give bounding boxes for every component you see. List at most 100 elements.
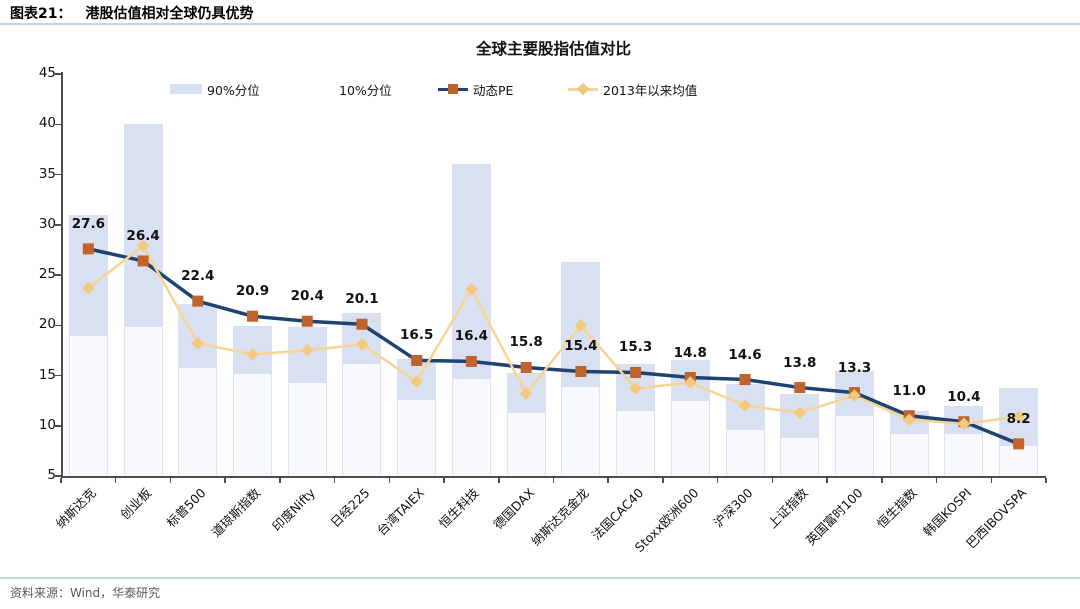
x-axis-category-label: 纳斯达克 xyxy=(53,485,100,532)
legend-item-10pct: 10%分位 xyxy=(339,80,392,98)
legend-line-mean-icon xyxy=(568,82,598,96)
chart-legend: 90%分位 10%分位 动态PE 2013年以来均值 xyxy=(0,80,1080,100)
pe-square-marker xyxy=(247,310,259,322)
pe-data-label: 26.4 xyxy=(126,227,160,244)
x-axis-line xyxy=(61,476,1046,478)
y-axis-tick-label: 15 xyxy=(38,366,56,383)
legend-swatch-90pct-icon xyxy=(170,84,202,94)
bar-90pct-range xyxy=(68,214,108,337)
source-note: 资料来源：Wind，华泰研究 xyxy=(10,586,161,600)
figure-number: 图表21： xyxy=(10,6,72,22)
y-axis-tick-label: 45 xyxy=(38,65,56,81)
y-axis-tick xyxy=(55,73,61,75)
bar-10pct-column xyxy=(68,336,108,476)
pe-data-label: 10.4 xyxy=(947,388,981,405)
y-axis-tick-label: 30 xyxy=(38,215,56,232)
bar-10pct-column xyxy=(506,412,546,476)
x-axis-tick xyxy=(388,478,391,483)
x-axis-tick xyxy=(498,478,500,483)
x-axis-category-label: 沪深300 xyxy=(710,485,756,531)
x-axis-tick xyxy=(60,478,62,483)
x-axis-tick xyxy=(169,478,172,483)
y-axis-tick-label: 40 xyxy=(38,115,56,132)
bar-10pct-column xyxy=(397,399,437,476)
bar-90pct-range xyxy=(670,360,710,401)
x-axis-tick xyxy=(771,478,774,483)
y-axis-line xyxy=(61,72,63,478)
bar-90pct-range xyxy=(233,326,273,375)
x-axis-category-label: 英国富时100 xyxy=(802,485,866,548)
pe-data-label: 16.4 xyxy=(454,328,489,345)
bar-90pct-range xyxy=(397,359,437,400)
bar-10pct-column xyxy=(616,410,656,476)
bar-90pct-range xyxy=(780,393,820,438)
bar-90pct-range xyxy=(342,313,382,365)
pe-data-label: 20.4 xyxy=(290,288,324,305)
bar-10pct-column xyxy=(834,415,874,476)
pe-data-label: 13.3 xyxy=(837,359,872,376)
x-axis-tick xyxy=(716,478,719,483)
y-axis-tick xyxy=(55,173,61,176)
y-axis-tick xyxy=(55,274,61,276)
bar-10pct-column xyxy=(561,386,601,476)
pe-data-label: 20.9 xyxy=(235,283,270,300)
pe-data-label: 22.4 xyxy=(181,268,215,285)
bar-90pct-range xyxy=(178,304,218,369)
x-axis-tick xyxy=(279,478,281,483)
bar-10pct-column xyxy=(999,445,1039,476)
legend-item-90pct: 90%分位 xyxy=(170,80,260,98)
y-axis-tick-label: 35 xyxy=(38,165,56,182)
x-axis-category-label: 恒生科技 xyxy=(436,485,483,532)
legend-label-pe: 动态PE xyxy=(473,82,514,98)
bar-10pct-column xyxy=(233,374,273,476)
x-axis-tick xyxy=(224,478,226,483)
chart-title: 全球主要股指估值对比 xyxy=(475,40,631,58)
y-axis-tick xyxy=(55,425,61,427)
figure-header: 图表21： 港股估值相对全球仍具优势 xyxy=(10,3,253,23)
x-axis-category-label: 德国DAX xyxy=(489,485,537,533)
x-axis-category-label: 恒生指数 xyxy=(873,485,920,532)
pe-square-marker xyxy=(794,382,806,394)
bar-90pct-range xyxy=(616,364,656,411)
x-axis-tick xyxy=(662,478,664,483)
y-axis-tick xyxy=(55,374,61,377)
bar-90pct-range xyxy=(561,261,601,387)
pe-data-label: 15.3 xyxy=(618,339,653,356)
pe-square-marker xyxy=(301,315,313,327)
x-axis-category-label: 台湾TAIEX xyxy=(374,485,428,539)
pe-data-label: 16.5 xyxy=(400,327,434,344)
x-axis-category-label: 印度Nifty xyxy=(268,485,318,535)
x-axis-tick xyxy=(443,478,445,483)
x-axis-tick xyxy=(552,478,555,483)
y-axis-tick-label: 25 xyxy=(38,266,56,282)
legend-item-pe: 动态PE xyxy=(438,80,513,98)
header-divider xyxy=(0,23,1080,25)
x-axis-category-label: 标普500 xyxy=(163,485,209,531)
bar-90pct-range xyxy=(834,371,874,416)
x-axis-tick xyxy=(607,478,609,483)
pe-data-label: 14.6 xyxy=(728,346,762,363)
x-axis-tick xyxy=(826,478,828,483)
x-axis-category-label: 上证指数 xyxy=(764,485,811,532)
y-axis-tick xyxy=(55,123,61,125)
x-axis-tick xyxy=(935,478,938,483)
legend-label-90pct: 90%分位 xyxy=(207,82,260,98)
x-axis-tick xyxy=(333,478,336,483)
bar-10pct-column xyxy=(944,433,984,476)
footer-divider xyxy=(0,577,1080,579)
pe-data-label: 15.4 xyxy=(564,338,598,355)
bar-90pct-range xyxy=(123,124,163,328)
bar-10pct-column xyxy=(725,429,765,476)
bar-10pct-column xyxy=(287,382,327,476)
y-axis-tick xyxy=(55,324,61,326)
x-axis-tick xyxy=(114,478,117,483)
y-axis-tick xyxy=(55,475,61,477)
y-axis-tick xyxy=(55,224,61,226)
pe-data-label: 8.2 xyxy=(1006,410,1031,427)
x-axis-tick xyxy=(990,478,993,483)
bar-90pct-range xyxy=(506,373,546,413)
legend-label-10pct: 10%分位 xyxy=(339,82,392,98)
bar-90pct-range xyxy=(725,383,765,430)
